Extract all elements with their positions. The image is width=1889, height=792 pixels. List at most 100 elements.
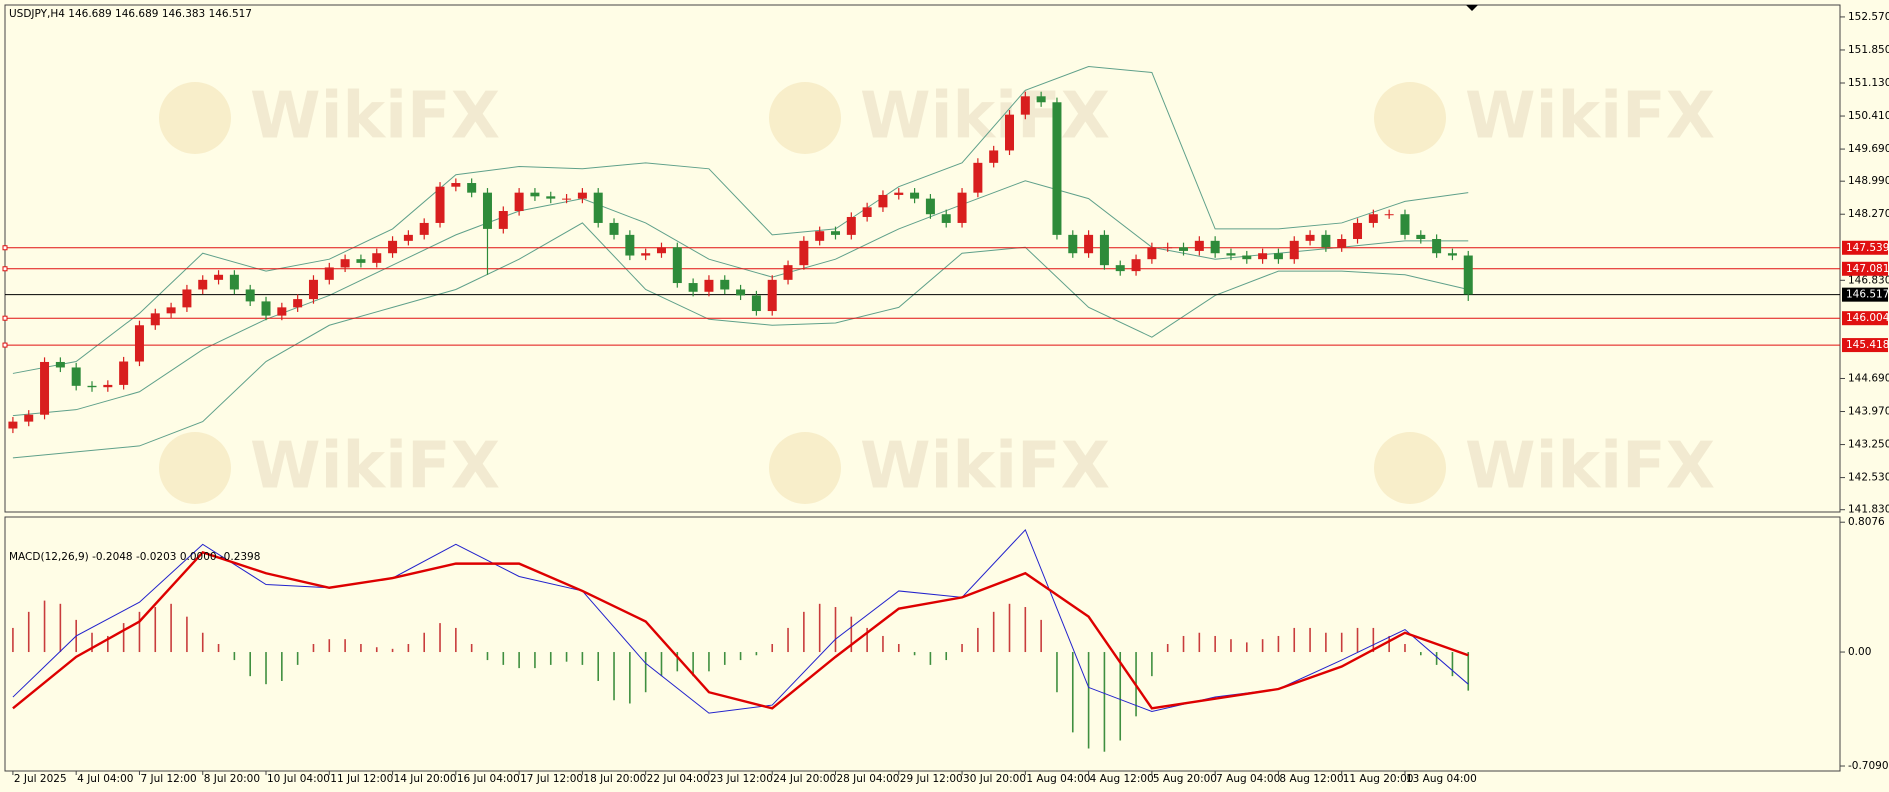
x-tick-label: 11 Jul 12:00 xyxy=(330,773,393,785)
level-handle xyxy=(2,266,8,272)
candle-body xyxy=(498,211,508,229)
candle-body xyxy=(71,367,81,386)
candle-body xyxy=(1131,259,1141,272)
candle-body xyxy=(419,222,429,235)
watermark: WikiFX xyxy=(250,80,500,154)
candle-body xyxy=(830,231,840,235)
candle-body xyxy=(1147,247,1157,260)
x-tick-label: 8 Aug 12:00 xyxy=(1279,773,1343,785)
level-label: 145.418 xyxy=(1846,339,1889,351)
x-tick-label: 14 Jul 20:00 xyxy=(394,773,457,785)
candle-body xyxy=(609,222,619,235)
y-tick-label: 143.250 xyxy=(1848,439,1889,451)
level-label-box xyxy=(1842,261,1888,276)
candle-body xyxy=(925,198,935,215)
watermark-logo xyxy=(159,432,231,504)
y-tick-label: -0.7090 xyxy=(1848,760,1889,772)
watermark-logo xyxy=(159,82,231,154)
candle-body xyxy=(672,247,682,284)
macd-title: MACD(12,26,9) -0.2048 -0.0203 0.0000 -0.… xyxy=(9,551,260,563)
candle-body xyxy=(229,274,239,290)
x-tick-label: 11 Aug 20:00 xyxy=(1343,773,1414,785)
y-tick-label: 143.970 xyxy=(1848,406,1889,418)
watermark: WikiFX xyxy=(860,430,1110,504)
candle-body xyxy=(941,214,951,223)
watermark: WikiFX xyxy=(1465,430,1715,504)
candle-body xyxy=(261,301,271,316)
level-label-box xyxy=(1842,311,1888,326)
candle-body xyxy=(720,279,730,290)
y-tick-label: 144.690 xyxy=(1848,372,1889,384)
candle-body xyxy=(878,194,888,208)
candle-body xyxy=(799,240,809,266)
x-tick-label: 5 Aug 20:00 xyxy=(1153,773,1217,785)
level-label: 147.081 xyxy=(1846,263,1889,275)
candle-body xyxy=(1305,234,1315,241)
candle-body xyxy=(1289,240,1299,260)
x-tick-label: 23 Jul 12:00 xyxy=(710,773,773,785)
indicator-line xyxy=(12,222,1469,459)
candle-body xyxy=(1210,240,1220,254)
candle-body xyxy=(1099,234,1109,266)
shift-marker xyxy=(1466,5,1478,11)
candle-body xyxy=(150,313,160,326)
x-tick-label: 24 Jul 20:00 xyxy=(773,773,836,785)
x-tick-label: 17 Jul 12:00 xyxy=(520,773,583,785)
watermark: WikiFX xyxy=(1465,80,1715,154)
candle-body xyxy=(783,265,793,280)
y-tick-label: 149.690 xyxy=(1848,143,1889,155)
y-tick-label: 152.570 xyxy=(1848,11,1889,23)
y-tick-label: 141.830 xyxy=(1848,504,1889,516)
last-price-box xyxy=(1842,287,1888,302)
candle-body xyxy=(134,325,144,362)
level-handle xyxy=(2,315,8,321)
level-handle xyxy=(2,342,8,348)
price-panel xyxy=(4,4,1841,513)
x-tick-label: 7 Aug 04:00 xyxy=(1216,773,1280,785)
candle-body xyxy=(910,192,920,199)
candle-body xyxy=(1084,234,1094,254)
candle-body xyxy=(214,274,224,280)
x-tick-label: 29 Jul 12:00 xyxy=(900,773,963,785)
candle-body xyxy=(846,216,856,235)
candle-body xyxy=(40,361,50,415)
candle-body xyxy=(119,361,129,385)
candle-body xyxy=(1226,253,1236,256)
candle-body xyxy=(625,234,635,256)
candle-body xyxy=(1463,255,1473,295)
x-tick-label: 7 Jul 12:00 xyxy=(140,773,196,785)
watermark: WikiFX xyxy=(250,430,500,504)
candle-body xyxy=(1384,214,1394,216)
x-tick-label: 8 Jul 20:00 xyxy=(204,773,260,785)
candle-body xyxy=(1337,239,1347,248)
x-tick-label: 4 Jul 04:00 xyxy=(77,773,133,785)
candle-body xyxy=(530,192,540,197)
candle-body xyxy=(55,361,65,368)
x-tick-label: 30 Jul 20:00 xyxy=(963,773,1026,785)
candle-body xyxy=(1068,234,1078,254)
candle-body xyxy=(641,253,651,256)
candle-body xyxy=(293,299,303,308)
indicator-line xyxy=(12,65,1469,374)
candle-body xyxy=(1368,214,1378,223)
candle-body xyxy=(198,279,208,290)
candle-body xyxy=(166,307,176,314)
candle-body xyxy=(562,198,572,200)
candle-body xyxy=(451,183,461,187)
x-tick-label: 2 Jul 2025 xyxy=(14,773,67,785)
y-tick-label: 148.270 xyxy=(1848,208,1889,220)
watermark: WikiFX xyxy=(860,80,1110,154)
candle-body xyxy=(1273,253,1283,260)
candle-body xyxy=(467,183,477,193)
candle-body xyxy=(767,279,777,312)
y-tick-label: 150.410 xyxy=(1848,110,1889,122)
level-handle xyxy=(2,245,8,251)
candle-body xyxy=(751,295,761,312)
candle-body xyxy=(1052,102,1062,235)
candle-body xyxy=(1416,234,1426,239)
level-label: 147.539 xyxy=(1846,242,1889,254)
candle-body xyxy=(340,259,350,268)
candle-body xyxy=(245,289,255,302)
chart-title: USDJPY,H4 146.689 146.689 146.383 146.51… xyxy=(9,8,252,20)
